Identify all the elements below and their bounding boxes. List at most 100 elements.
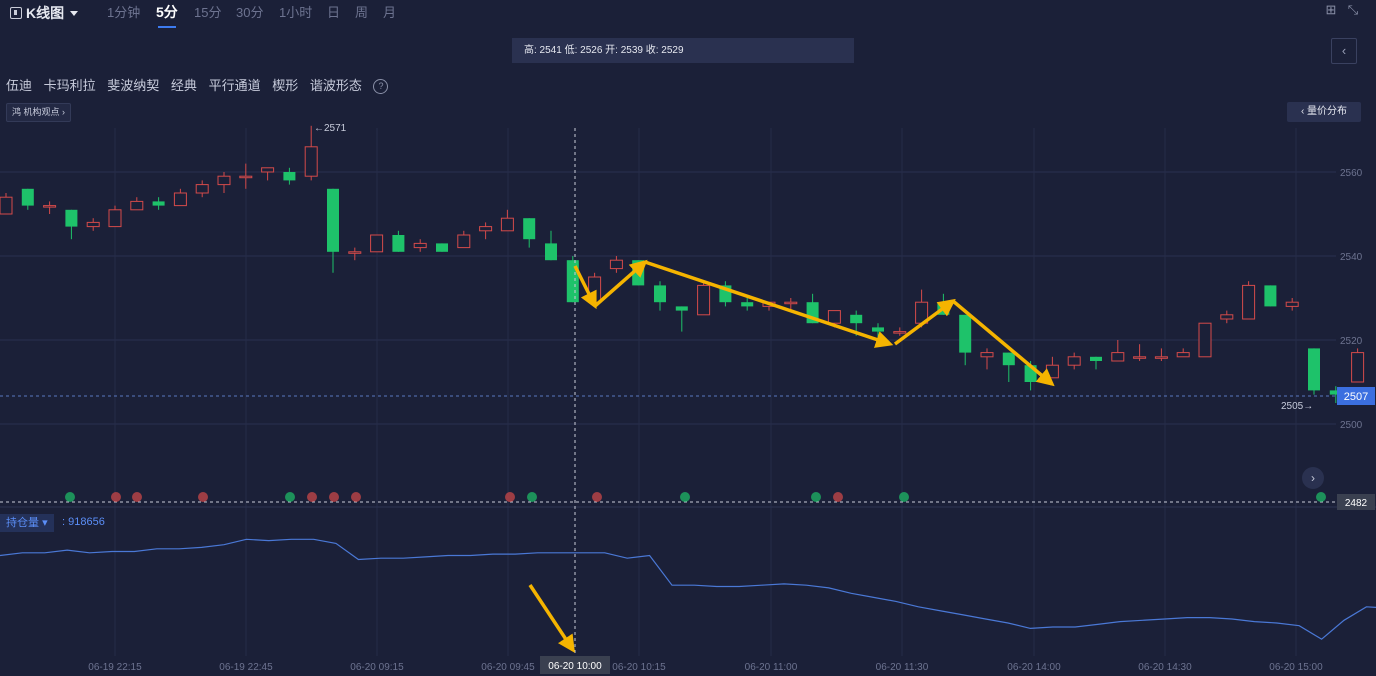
institution-view-button[interactable]: 鸿 机构观点 ›: [6, 103, 71, 122]
event-marker: [811, 492, 821, 502]
candle-body: [1351, 352, 1365, 383]
candle-body: [0, 196, 13, 215]
ohlc-info-bar: 高: 2541 低: 2526 开: 2539 收: 2529: [512, 38, 854, 63]
crosshair-time-label: 06-20 10:00: [548, 661, 602, 672]
low-price-label: 2505→: [1281, 401, 1313, 412]
y-tick-label: 2500: [1340, 420, 1363, 431]
x-tick-label: 06-20 11:30: [876, 662, 929, 673]
candle-body: [959, 314, 972, 353]
candle-body: [413, 242, 427, 249]
tool-woody[interactable]: 伍迪: [6, 78, 33, 93]
period-tab-month[interactable]: 月: [383, 5, 397, 20]
tool-wedge[interactable]: 楔形: [272, 78, 299, 93]
layout-grid-icon[interactable]: ⊞: [1325, 2, 1337, 17]
period-tab-5min[interactable]: 5分: [156, 4, 178, 28]
chevron-left-icon[interactable]: ‹: [1331, 38, 1357, 64]
candle-body: [239, 175, 253, 179]
y-tick-label: 2520: [1340, 336, 1363, 347]
period-tab-1hour[interactable]: 1小时: [279, 5, 313, 20]
event-marker: [111, 492, 121, 502]
candle-body: [392, 235, 405, 252]
dashed-level-tag: [1337, 494, 1375, 510]
candle-body: [130, 200, 144, 211]
chevron-down-icon: [70, 11, 79, 16]
candle-body: [784, 301, 798, 305]
candle-body: [43, 205, 57, 208]
indicator-selector[interactable]: 持仓量 ▾: [0, 514, 54, 532]
tool-fibonacci[interactable]: 斐波纳契: [107, 78, 160, 93]
y-tick-label: 2560: [1340, 168, 1363, 179]
candle-body: [609, 259, 623, 270]
event-marker: [198, 492, 208, 502]
candle-body: [850, 314, 863, 324]
candle-body: [1329, 390, 1342, 395]
candle-body: [370, 234, 384, 253]
candle-body: [217, 175, 231, 186]
max-price-label: ←2571: [314, 123, 347, 134]
candle-body: [108, 209, 122, 228]
x-tick-label: 06-20 14:00: [1007, 662, 1061, 673]
chart-type-selector[interactable]: K线图: [10, 3, 79, 23]
candle-body: [21, 188, 34, 206]
y-tick-label: 2540: [1340, 252, 1363, 263]
candle-body: [65, 209, 78, 227]
event-marker: [833, 492, 843, 502]
volume-profile-button[interactable]: ‹ 量价分布: [1287, 102, 1361, 122]
event-marker: [899, 492, 909, 502]
event-marker: [680, 492, 690, 502]
period-tab-15min[interactable]: 15分: [194, 5, 222, 20]
x-tick-label: 06-20 09:45: [481, 662, 535, 673]
candle-body: [872, 327, 884, 332]
tool-harmonic[interactable]: 谐波形态: [309, 78, 362, 93]
crosshair-time-tag: [540, 656, 610, 674]
event-marker: [65, 492, 75, 502]
event-marker: [592, 492, 602, 502]
candle-body: [1308, 348, 1320, 391]
candle-body: [980, 352, 994, 358]
period-tab-30min[interactable]: 30分: [236, 5, 264, 20]
event-marker: [307, 492, 317, 502]
candle-body: [348, 251, 362, 254]
candle-body: [523, 218, 536, 240]
candle-body: [1264, 285, 1277, 307]
help-icon[interactable]: ?: [373, 79, 389, 94]
candle-body: [457, 234, 471, 249]
candle-body: [1002, 352, 1015, 366]
chevron-right-icon[interactable]: ›: [1302, 467, 1324, 489]
period-tab-week[interactable]: 周: [355, 5, 369, 20]
candle-body: [1045, 364, 1059, 379]
candle-body: [86, 221, 100, 228]
collapse-icon[interactable]: ⤡: [1347, 2, 1359, 17]
event-marker: [132, 492, 142, 502]
dashed-level-label: 2482: [1345, 498, 1368, 509]
x-tick-label: 06-19 22:45: [219, 662, 273, 673]
last-price-label: 2507: [1344, 391, 1368, 403]
candle-body: [1242, 284, 1256, 320]
period-tab-1min[interactable]: 1分钟: [107, 5, 141, 20]
annotation-arrow: [644, 260, 894, 348]
candle-body: [1090, 356, 1102, 361]
candle-body: [1111, 352, 1125, 362]
tool-parallel-channel[interactable]: 平行通道: [208, 78, 261, 93]
event-marker: [285, 492, 295, 502]
candle-body: [1176, 352, 1190, 358]
candle-body: [173, 192, 187, 207]
x-tick-label: 06-20 09:15: [350, 662, 404, 673]
event-marker: [505, 492, 515, 502]
annotation-arrow: [593, 259, 648, 308]
event-marker: [1316, 492, 1326, 502]
candle-body: [1067, 356, 1081, 366]
period-tab-day[interactable]: 日: [327, 5, 341, 20]
open-interest-line: [0, 538, 1376, 640]
chart-type-label: K线图: [26, 5, 65, 21]
x-tick-label: 06-20 11:00: [745, 662, 798, 673]
tool-classic[interactable]: 经典: [170, 78, 197, 93]
tool-camarilla[interactable]: 卡玛利拉: [43, 78, 96, 93]
candle-body: [1154, 356, 1168, 359]
x-tick-label: 06-20 14:30: [1138, 662, 1192, 673]
drawing-tools: 伍迪 卡玛利拉 斐波纳契 经典 平行通道 楔形 谐波形态 ?: [6, 75, 396, 94]
candle-body: [436, 243, 448, 252]
indicator-label: 持仓量: [6, 517, 39, 529]
event-marker: [351, 492, 361, 502]
x-tick-label: 06-20 10:15: [612, 662, 666, 673]
